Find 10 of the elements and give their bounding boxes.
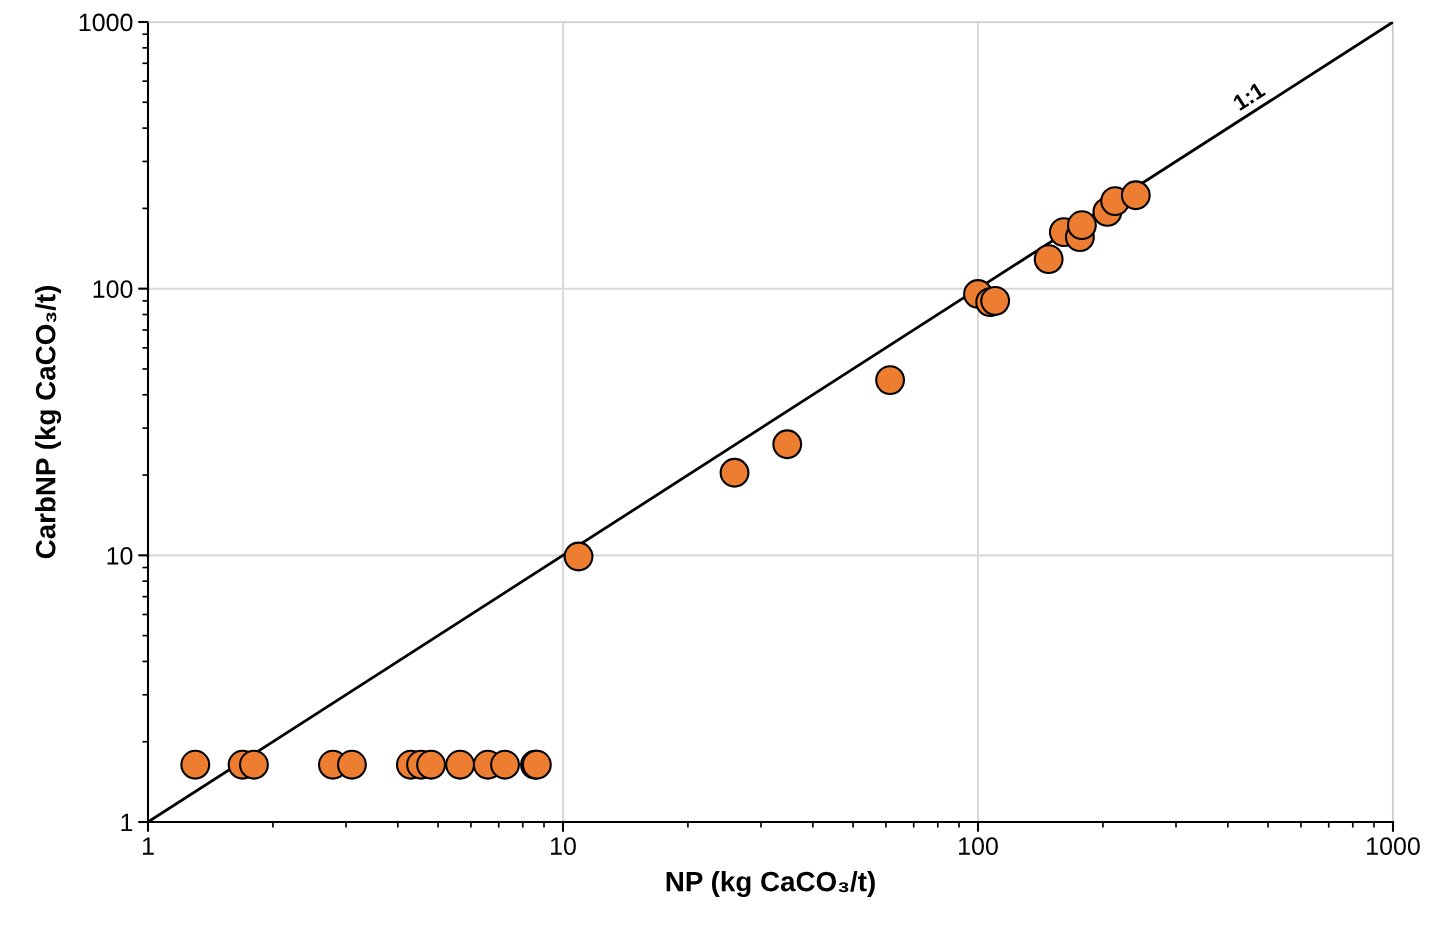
y-axis-title: CarbNP (kg CaCO₃/t) <box>35 286 62 559</box>
x-tick-label: 1 <box>142 837 154 855</box>
x-tick-label: 100 <box>959 837 998 855</box>
x-tick-label: 10 <box>551 837 576 855</box>
y-tick-label: 100 <box>93 280 133 298</box>
y-tick-label: 1000 <box>79 13 133 32</box>
x-tick-label: 1000 <box>1367 837 1420 855</box>
y-tick-label: 1 <box>121 813 133 832</box>
x-axis-title: NP (kg CaCO₃/t) <box>666 871 875 898</box>
y-tick-label: 10 <box>107 546 133 565</box>
